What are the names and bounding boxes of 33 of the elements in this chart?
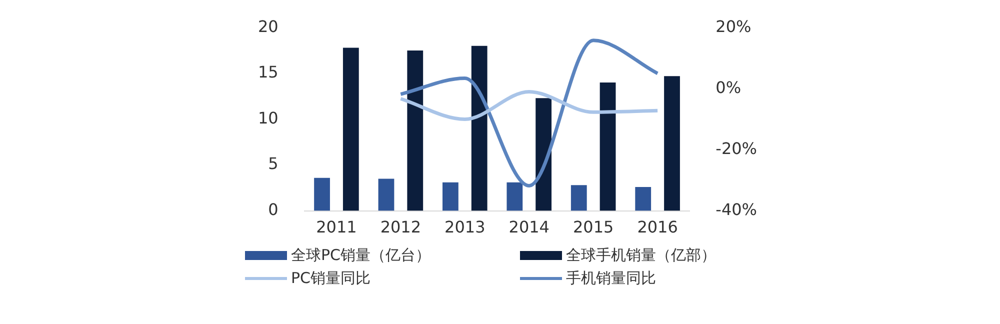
x-tick-label: 2012 [380,218,422,237]
x-tick-label: 2011 [316,218,357,237]
bar [506,182,523,211]
y-tick-label: 0 [268,200,278,219]
x-tick-label: 2016 [637,218,678,237]
bar [378,178,394,211]
x-tick-label: 2015 [572,218,614,237]
y-tick-label: 20 [258,16,278,36]
bar [342,48,359,211]
bar [314,178,330,211]
legend-label: 手机销量同比 [566,269,656,288]
y2-tick-label: -40% [716,200,758,219]
y-tick-label: 5 [268,154,278,174]
bar [635,186,652,211]
x-tick-label: 2014 [508,218,550,237]
bar [536,98,552,211]
bar [664,76,680,211]
y-tick-label: 10 [258,108,278,128]
y2-tick-label: 0% [716,78,742,97]
x-tick-label: 2013 [444,218,486,237]
y2-tick-label: -20% [716,138,758,158]
y2-tick-label: 20% [716,16,752,36]
legend-label: 全球PC销量（亿台） [291,246,431,265]
bar [471,46,488,211]
line-series [398,90,660,121]
line-series [398,38,660,188]
bar [570,185,587,211]
legend-label: 全球手机销量（亿部） [566,246,716,265]
bar [600,82,616,211]
y-tick-label: 15 [258,62,278,82]
legend-label: PC销量同比 [291,269,371,288]
bar [442,182,458,211]
bar [407,50,424,211]
